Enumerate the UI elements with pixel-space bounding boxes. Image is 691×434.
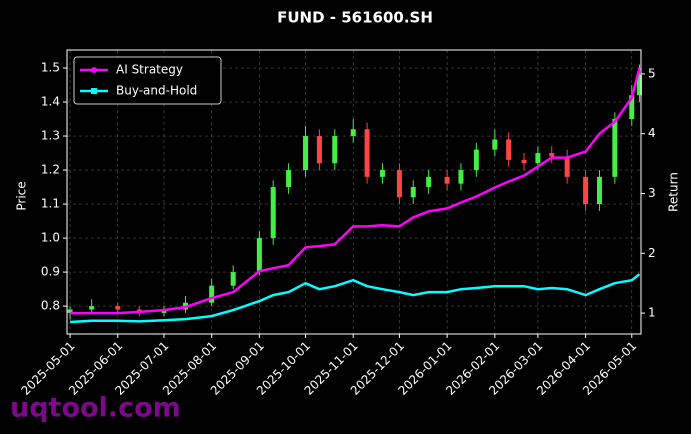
candle-body	[89, 306, 95, 310]
candle-body	[492, 139, 498, 150]
series-line	[70, 67, 641, 315]
y-tick-label: 0.9	[41, 265, 60, 279]
legend-box	[73, 56, 222, 105]
candle-body	[583, 176, 589, 205]
candle-body	[612, 119, 618, 177]
candle-body	[379, 170, 385, 177]
candle-body	[636, 74, 642, 96]
candle-body	[426, 176, 432, 188]
plot-frame	[66, 49, 642, 335]
candle-body	[506, 139, 512, 160]
y2-tick-label: 5	[648, 66, 656, 80]
candle-body	[316, 136, 322, 164]
legend-marker	[91, 88, 97, 94]
y-tick-label: 0.8	[41, 299, 60, 313]
y-tick-label: 1.5	[41, 61, 60, 75]
candle-body	[270, 187, 276, 239]
y-tick-label: 1.3	[41, 129, 60, 143]
candle-body	[629, 95, 635, 120]
y-tick-label: 1.2	[41, 163, 60, 177]
candle-body	[549, 153, 555, 157]
candle-body	[458, 170, 464, 184]
candle-body	[444, 176, 450, 184]
y-tick-label: 1.0	[41, 231, 60, 245]
candle-body	[350, 129, 356, 137]
candle-body	[364, 129, 370, 177]
series-line	[70, 273, 641, 324]
candle-body	[473, 149, 479, 171]
candle-body	[256, 238, 262, 273]
y-tick-label: 1.4	[41, 95, 60, 109]
candle-body	[209, 285, 215, 303]
legend-marker	[91, 67, 97, 73]
watermark: uqtool.com	[10, 393, 181, 424]
legend-label: AI Strategy	[116, 63, 183, 77]
candle-body	[596, 176, 602, 205]
candle-body	[535, 153, 541, 164]
candle-body	[564, 156, 570, 177]
candle-body	[303, 136, 309, 171]
candle-body	[521, 159, 527, 164]
candle-body	[115, 306, 121, 310]
candle-body	[396, 170, 402, 198]
candle-body	[286, 170, 292, 188]
candle-body	[67, 309, 73, 313]
y2-tick-label: 4	[648, 126, 656, 140]
y-axis-label: Price	[15, 181, 29, 210]
y-tick-label: 1.1	[41, 197, 60, 211]
legend-label: Buy-and-Hold	[116, 84, 197, 98]
chart-title: FUND - 561600.SH	[277, 9, 433, 27]
y2-tick-label: 2	[648, 246, 656, 260]
candle-body	[332, 136, 338, 164]
y2-axis-label: Return	[667, 172, 681, 212]
y2-tick-label: 3	[648, 186, 656, 200]
candle-body	[410, 187, 416, 198]
y2-tick-label: 1	[648, 306, 656, 320]
candle-body	[230, 272, 236, 286]
